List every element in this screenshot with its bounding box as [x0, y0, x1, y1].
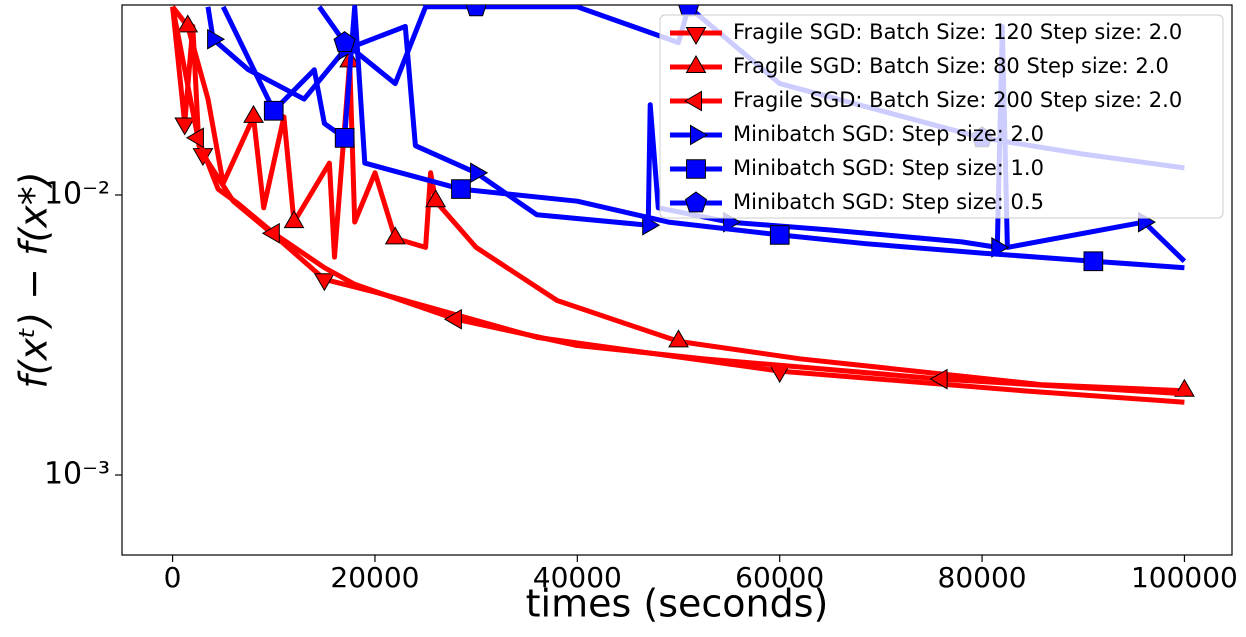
x-tick-label: 20000	[330, 561, 419, 594]
legend-label: Fragile SGD: Batch Size: 120 Step size: …	[733, 20, 1182, 44]
x-tick-label: 60000	[735, 561, 824, 594]
x-tick-label: 40000	[533, 561, 622, 594]
y-tick-label: 10⁻³	[44, 457, 110, 492]
legend-marker	[690, 124, 709, 146]
series-marker	[334, 128, 355, 148]
series-marker	[174, 117, 196, 136]
series-marker	[283, 210, 305, 229]
legend-label: Fragile SGD: Batch Size: 80 Step size: 2…	[733, 54, 1169, 78]
x-tick-label: 0	[164, 561, 182, 594]
legend-marker	[683, 90, 702, 112]
legend-marker	[684, 191, 708, 213]
series-marker	[470, 162, 489, 184]
series-marker	[1083, 251, 1104, 272]
y-axis-label: f(xᵗ) − f(x*)	[12, 171, 56, 388]
legend-box	[659, 14, 1224, 219]
legend-label: Minibatch SGD: Step size: 2.0	[733, 122, 1044, 146]
series-marker	[333, 30, 356, 52]
series-marker	[313, 273, 335, 292]
legend-marker	[686, 159, 706, 179]
series-marker	[443, 308, 462, 330]
series-marker	[207, 28, 226, 50]
x-axis-label: times (seconds)	[526, 582, 829, 626]
series-marker	[185, 127, 204, 149]
series-line	[170, 6, 1185, 397]
series-marker	[263, 100, 284, 121]
series-marker	[243, 104, 264, 123]
legend-marker	[685, 54, 707, 73]
plot-frame	[121, 4, 1233, 556]
plot-lines	[170, 5, 1195, 405]
series-marker	[668, 329, 689, 348]
legend-label: Minibatch SGD: Step size: 0.5	[733, 190, 1044, 214]
series-line	[170, 5, 1185, 394]
x-tick-label: 80000	[938, 561, 1027, 594]
series-marker	[384, 226, 406, 245]
series-marker	[451, 179, 471, 199]
series-marker	[769, 225, 790, 245]
y-tick-label: 10⁻²	[44, 176, 110, 211]
legend-marker	[685, 27, 707, 46]
x-tick-label: 100000	[1131, 561, 1238, 594]
legend-label: Fragile SGD: Batch Size: 200 Step size: …	[733, 88, 1182, 112]
series-marker	[678, 5, 700, 17]
legend-label: Minibatch SGD: Step size: 1.0	[733, 156, 1044, 180]
series-marker	[465, 5, 487, 17]
series-marker	[425, 189, 447, 208]
series-marker	[177, 14, 199, 33]
series-marker	[261, 222, 280, 244]
series-marker	[929, 368, 948, 390]
